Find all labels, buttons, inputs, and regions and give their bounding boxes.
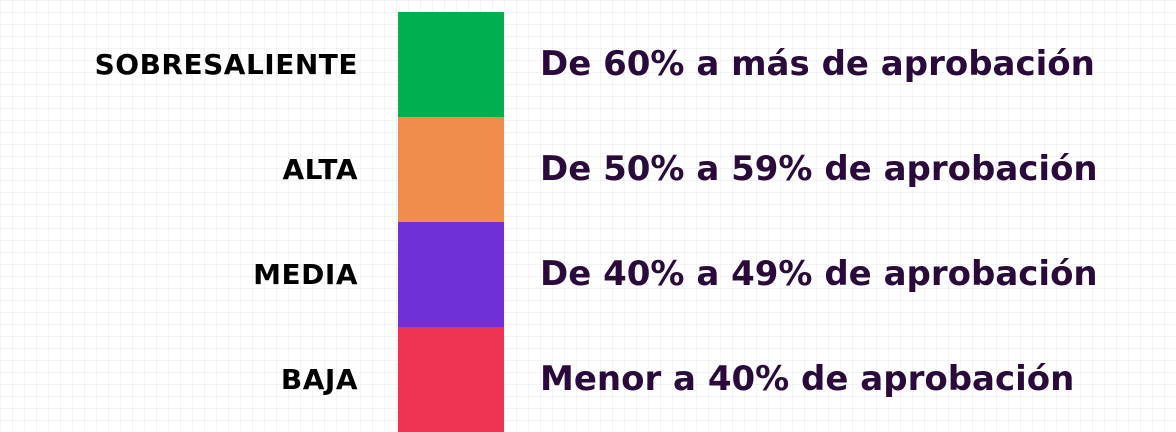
color-swatch xyxy=(398,117,504,222)
level-description: De 50% a 59% de aprobación xyxy=(540,149,1098,189)
level-description: De 40% a 49% de aprobación xyxy=(540,254,1098,294)
level-label: MEDIA xyxy=(253,258,358,291)
legend-row: BAJA Menor a 40% de aprobación xyxy=(0,327,1176,432)
level-label: ALTA xyxy=(282,153,358,186)
level-description: Menor a 40% de aprobación xyxy=(540,359,1075,399)
level-label: BAJA xyxy=(280,363,358,396)
legend-row: ALTA De 50% a 59% de aprobación xyxy=(0,117,1176,222)
level-label: SOBRESALIENTE xyxy=(94,48,358,81)
level-description: De 60% a más de aprobación xyxy=(540,44,1095,84)
color-swatch xyxy=(398,12,504,117)
legend-row: SOBRESALIENTE De 60% a más de aprobación xyxy=(0,12,1176,117)
legend-row: MEDIA De 40% a 49% de aprobación xyxy=(0,222,1176,327)
color-swatch xyxy=(398,327,504,432)
color-swatch xyxy=(398,222,504,327)
